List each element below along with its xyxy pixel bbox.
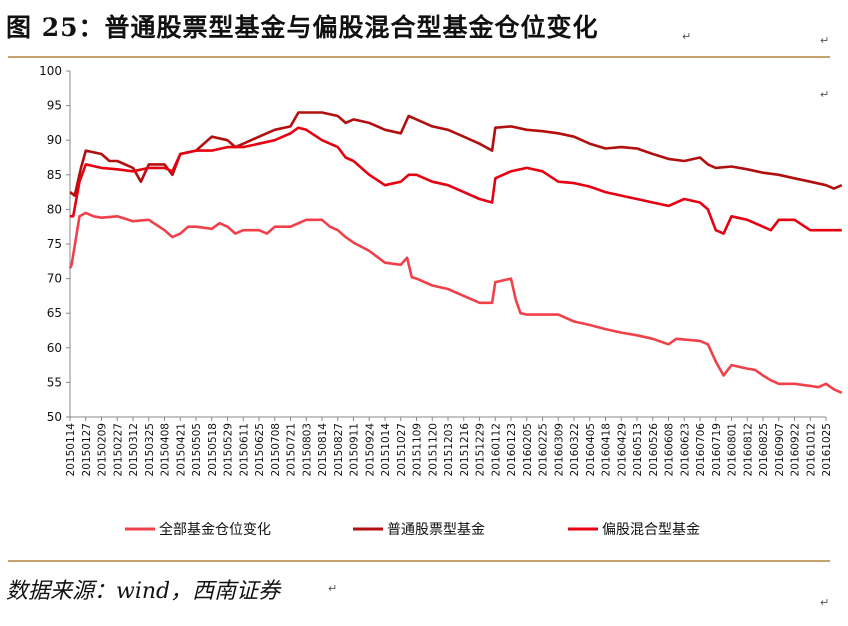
- x-tick-label: 20150114: [65, 423, 77, 477]
- x-tick-label: 20150518: [207, 423, 219, 476]
- y-tick-label: 85: [47, 168, 62, 182]
- x-tick-label: 20160825: [758, 423, 770, 476]
- y-tick-label: 65: [47, 306, 62, 320]
- x-tick-label: 20160429: [616, 423, 628, 476]
- x-tick-label: 20150708: [270, 423, 282, 476]
- x-tick-label: 20151027: [396, 423, 408, 476]
- x-tick-label: 20151229: [475, 423, 487, 476]
- x-tick-label: 20150421: [175, 423, 187, 476]
- x-tick-label: 20150505: [191, 423, 203, 476]
- x-tick-label: 20150803: [301, 423, 313, 476]
- x-tick-label: 20160801: [727, 423, 739, 476]
- legend-label: 普通股票型基金: [387, 521, 485, 538]
- return-mark: ↵: [682, 30, 692, 43]
- return-mark: ↵: [820, 596, 830, 609]
- x-tick-label: 20160623: [679, 423, 691, 476]
- x-tick-label: 20160526: [648, 423, 660, 477]
- x-tick-label: 20160922: [790, 423, 802, 476]
- x-tick-label: 20160513: [632, 423, 644, 476]
- x-tick-label: 20150827: [333, 423, 345, 476]
- x-tick-label: 20151216: [459, 423, 471, 477]
- bottom-divider: [8, 560, 830, 562]
- chart-axes: [69, 71, 826, 418]
- x-tick-label: 20151109: [412, 423, 424, 476]
- return-mark: ↵: [328, 582, 338, 595]
- y-tick-label: 90: [47, 133, 62, 147]
- x-tick-label: 20160719: [711, 423, 723, 476]
- y-tick-label: 55: [47, 375, 62, 389]
- x-tick-label: 20160112: [490, 423, 502, 476]
- x-tick-label: 20150911: [349, 423, 361, 476]
- x-tick-label: 20160812: [742, 423, 754, 476]
- x-tick-label: 20160322: [569, 423, 581, 476]
- chart-legend: 全部基金仓位变化 普通股票型基金 偏股混合型基金: [125, 521, 700, 538]
- x-tick-label: 20161025: [821, 423, 833, 476]
- x-tick-label: 20150227: [112, 423, 124, 476]
- data-source-note: 数据来源：wind，西南证券: [6, 579, 281, 604]
- y-axis-ticks: 50 55 60 65 70 75 80 85 90 95 100: [39, 64, 70, 424]
- x-tick-label: 20150611: [238, 423, 250, 476]
- x-tick-label: 20160225: [538, 423, 550, 476]
- x-tick-label: 20151014: [380, 423, 392, 477]
- x-tick-label: 20150325: [144, 423, 156, 476]
- x-tick-label: 20161012: [805, 423, 817, 476]
- x-tick-label: 20160405: [585, 423, 597, 476]
- series-lines: [68, 111, 843, 394]
- x-tick-label: 20160608: [664, 423, 676, 476]
- series-line: [70, 126, 842, 235]
- x-tick-label: 20150814: [317, 423, 329, 477]
- x-tick-label: 20150209: [97, 423, 109, 476]
- x-tick-label: 20151203: [443, 423, 455, 476]
- x-tick-label: 20160123: [506, 423, 518, 476]
- x-tick-label: 20150312: [128, 423, 140, 476]
- x-tick-label: 20160907: [774, 423, 786, 476]
- legend-label: 偏股混合型基金: [602, 521, 700, 538]
- y-tick-label: 70: [47, 272, 62, 286]
- x-tick-label: 20150529: [223, 423, 235, 476]
- series-line: [68, 211, 843, 394]
- legend-label: 全部基金仓位变化: [159, 521, 271, 538]
- x-tick-label: 20160418: [601, 423, 613, 476]
- return-mark: ↵: [820, 88, 830, 101]
- y-tick-label: 80: [47, 202, 62, 216]
- return-mark: ↵: [820, 34, 830, 47]
- x-axis-ticks: 20150114 20150127 20150209 20150227 20150312…: [65, 417, 833, 476]
- x-tick-label: 20150625: [254, 423, 266, 476]
- x-tick-label: 20160706: [695, 423, 707, 477]
- x-tick-label: 20150127: [81, 423, 93, 476]
- x-tick-label: 20150721: [286, 423, 298, 476]
- figure-title: 图 25：普通股票型基金与偏股混合型基金仓位变化: [6, 13, 599, 42]
- y-tick-label: 60: [47, 341, 62, 355]
- y-tick-label: 75: [47, 237, 62, 251]
- y-tick-label: 100: [39, 64, 62, 78]
- top-divider: [8, 56, 830, 58]
- x-tick-label: 20160309: [553, 423, 565, 476]
- x-tick-label: 20151120: [427, 423, 439, 476]
- y-tick-label: 50: [47, 410, 62, 424]
- series-line: [69, 111, 843, 197]
- x-tick-label: 20150408: [160, 423, 172, 476]
- y-tick-label: 95: [47, 99, 62, 113]
- x-tick-label: 20160205: [522, 423, 534, 476]
- x-tick-label: 20150924: [364, 423, 376, 477]
